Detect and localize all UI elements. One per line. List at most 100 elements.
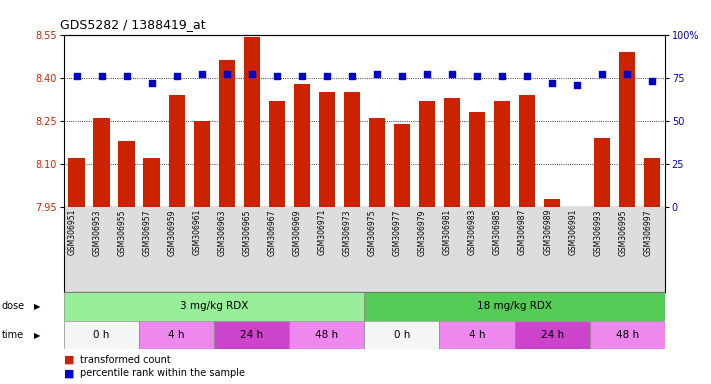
Text: GSM306953: GSM306953 [92, 209, 102, 255]
Bar [369, 118, 385, 207]
Text: GSM306981: GSM306981 [443, 209, 452, 255]
Text: GSM306979: GSM306979 [418, 209, 427, 255]
Text: GSM306971: GSM306971 [318, 209, 327, 255]
Bar [68, 159, 85, 207]
Bar [589, 321, 665, 349]
Bar [519, 95, 535, 207]
Text: ■: ■ [64, 368, 75, 378]
Bar [515, 321, 589, 349]
Text: GSM306955: GSM306955 [117, 209, 127, 255]
Bar [269, 101, 285, 207]
Text: 3 mg/kg RDX: 3 mg/kg RDX [180, 301, 248, 311]
Bar [294, 84, 310, 207]
Text: GSM306997: GSM306997 [643, 209, 652, 255]
Point [296, 73, 307, 79]
Text: GSM306993: GSM306993 [593, 209, 602, 255]
Bar [64, 321, 139, 349]
Point [196, 71, 208, 78]
Bar [365, 321, 439, 349]
Text: GSM306965: GSM306965 [242, 209, 252, 255]
Bar [419, 101, 435, 207]
Text: GSM306985: GSM306985 [493, 209, 502, 255]
Bar [444, 98, 460, 207]
Text: GDS5282 / 1388419_at: GDS5282 / 1388419_at [60, 18, 206, 31]
Text: GSM306951: GSM306951 [68, 209, 77, 255]
Bar [544, 199, 560, 207]
Bar [644, 159, 661, 207]
Text: GSM306987: GSM306987 [518, 209, 527, 255]
Text: 0 h: 0 h [93, 330, 109, 340]
Point [221, 71, 232, 78]
Point [371, 71, 383, 78]
Bar [365, 292, 665, 321]
Point [521, 73, 533, 79]
Text: 24 h: 24 h [540, 330, 564, 340]
Point [597, 71, 608, 78]
Text: ▶: ▶ [34, 331, 41, 339]
Bar [144, 159, 160, 207]
Text: 0 h: 0 h [394, 330, 410, 340]
Text: ■: ■ [64, 355, 75, 365]
Bar [594, 138, 610, 207]
Text: 4 h: 4 h [169, 330, 185, 340]
Point [96, 73, 107, 79]
Point [621, 71, 633, 78]
Text: GSM306967: GSM306967 [268, 209, 277, 255]
Text: GSM306957: GSM306957 [143, 209, 151, 255]
Bar [193, 121, 210, 207]
Bar [119, 141, 134, 207]
Text: GSM306963: GSM306963 [218, 209, 227, 255]
Point [121, 73, 132, 79]
Text: 18 mg/kg RDX: 18 mg/kg RDX [477, 301, 552, 311]
Bar [394, 124, 410, 207]
Bar [289, 321, 365, 349]
Point [271, 73, 282, 79]
Text: 48 h: 48 h [315, 330, 338, 340]
Text: 4 h: 4 h [469, 330, 486, 340]
Text: GSM306983: GSM306983 [468, 209, 477, 255]
Point [646, 78, 658, 84]
Text: GSM306989: GSM306989 [543, 209, 552, 255]
Text: dose: dose [1, 301, 25, 311]
Bar [244, 38, 260, 207]
Point [422, 71, 433, 78]
Point [496, 73, 508, 79]
Point [396, 73, 407, 79]
Point [321, 73, 333, 79]
Text: ▶: ▶ [34, 302, 41, 311]
Bar [319, 92, 335, 207]
Text: GSM306975: GSM306975 [368, 209, 377, 255]
Bar [343, 92, 360, 207]
Text: time: time [1, 330, 23, 340]
Bar [93, 118, 109, 207]
Bar [218, 61, 235, 207]
Bar [469, 113, 485, 207]
Point [572, 82, 583, 88]
Bar [494, 101, 510, 207]
Bar [619, 52, 636, 207]
Text: GSM306959: GSM306959 [168, 209, 176, 255]
Text: percentile rank within the sample: percentile rank within the sample [80, 368, 245, 378]
Text: GSM306961: GSM306961 [193, 209, 202, 255]
Text: GSM306973: GSM306973 [343, 209, 352, 255]
Point [171, 73, 182, 79]
Point [71, 73, 82, 79]
Bar [64, 292, 365, 321]
Text: GSM306995: GSM306995 [619, 209, 627, 255]
Point [146, 80, 157, 86]
Text: transformed count: transformed count [80, 355, 171, 365]
Point [447, 71, 458, 78]
Text: 48 h: 48 h [616, 330, 638, 340]
Bar [214, 321, 289, 349]
Bar [439, 321, 515, 349]
Text: GSM306969: GSM306969 [293, 209, 301, 255]
Point [246, 71, 257, 78]
Text: GSM306991: GSM306991 [568, 209, 577, 255]
Bar [169, 95, 185, 207]
Point [346, 73, 358, 79]
Text: 24 h: 24 h [240, 330, 263, 340]
Point [471, 73, 483, 79]
Bar [139, 321, 214, 349]
Text: GSM306977: GSM306977 [393, 209, 402, 255]
Point [547, 80, 558, 86]
